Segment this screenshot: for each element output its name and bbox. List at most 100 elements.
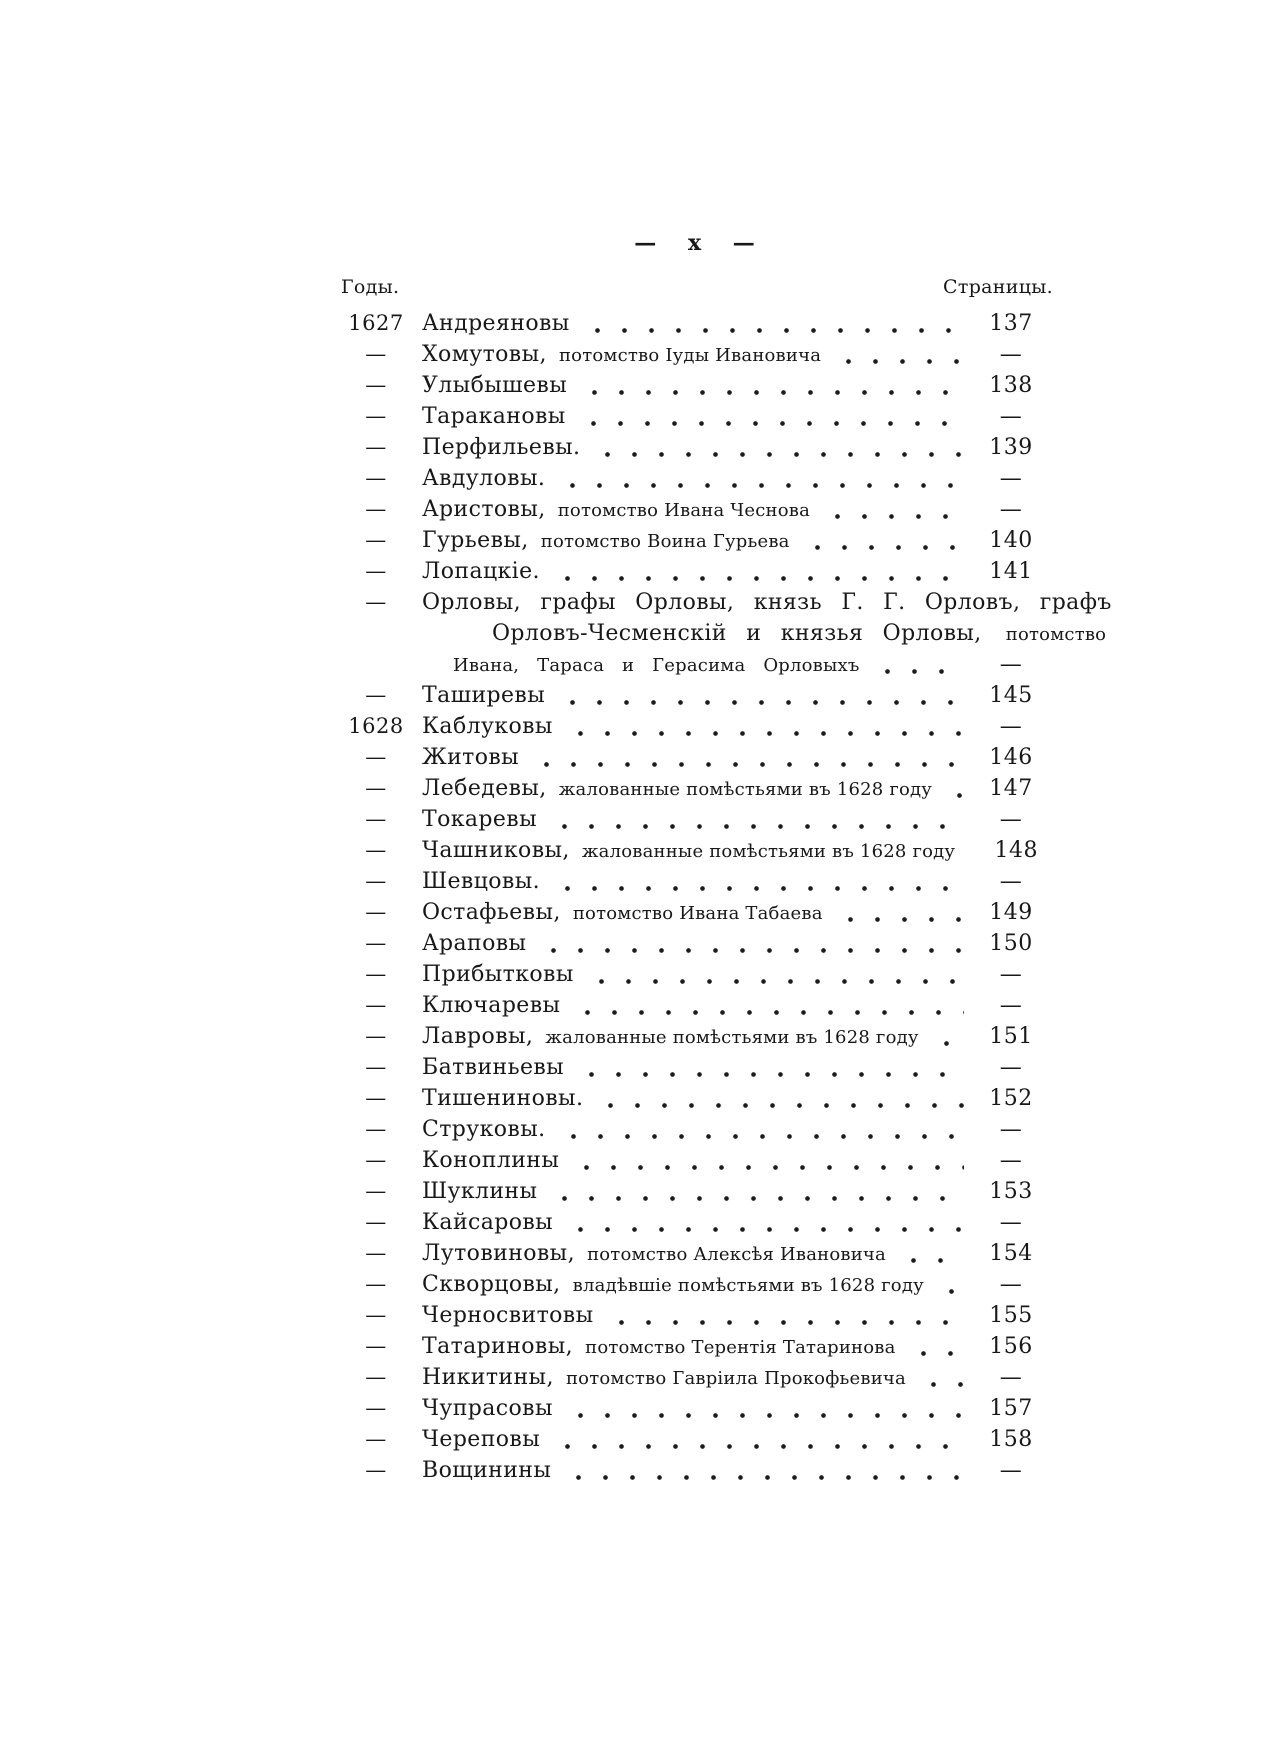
dot-leader	[540, 947, 964, 954]
toc-entry-name: Таширевы	[422, 683, 546, 708]
page-number-heading: — x —	[634, 230, 756, 256]
toc-page-number: 156	[989, 1334, 1033, 1359]
dot-leader	[835, 358, 964, 365]
toc-row: — Череповы 158	[340, 1427, 1052, 1458]
toc-entry-name: Татариновы,	[422, 1334, 574, 1359]
toc-page-number: —	[999, 652, 1023, 677]
toc-row: — Кайсаровы —	[340, 1210, 1052, 1241]
toc-page-number: —	[999, 807, 1023, 832]
toc-year: —	[365, 1024, 387, 1048]
toc-row: — Остафьевы, потомство Ивана Табаева 149	[340, 900, 1052, 931]
toc-row: Ивана, Тараса и Герасима Орловыхъ —	[340, 652, 1052, 683]
toc-row: — Житовы 146	[340, 745, 1052, 776]
toc-entry-name: Вощинины	[422, 1458, 552, 1483]
toc-page-number: 138	[989, 373, 1033, 398]
toc-entry: Батвиньевы	[422, 1055, 564, 1080]
dot-leader	[824, 513, 964, 520]
toc-entry-desc: жалованные помѣстьями въ 1628 году	[558, 779, 933, 800]
dot-leader	[946, 792, 964, 799]
toc-page-number: —	[999, 1272, 1023, 1297]
toc-page-number: 151	[989, 1024, 1033, 1049]
toc-year: —	[365, 435, 387, 459]
toc-entry-name: Житовы	[422, 745, 520, 770]
toc-year: —	[365, 1086, 387, 1110]
dot-leader	[573, 1164, 964, 1171]
toc-entry-name: Батвиньевы	[422, 1055, 565, 1080]
toc-page-number: 145	[989, 683, 1033, 708]
toc-page-number: 140	[989, 528, 1033, 553]
toc-year: —	[365, 559, 387, 583]
toc-year: —	[365, 1458, 387, 1482]
dot-leader	[559, 1133, 964, 1140]
toc-page-number: —	[999, 497, 1023, 522]
dot-leader	[554, 1443, 964, 1450]
toc-year: —	[365, 1241, 387, 1265]
dot-leader	[937, 1288, 964, 1295]
toc-row: — Аристовы, потомство Ивана Чеснова —	[340, 497, 1052, 528]
toc-row: — Лавровы, жалованные помѣстьями въ 1628…	[340, 1024, 1052, 1055]
toc-entry: Никитины, потомство Гавріила Прокофьевич…	[422, 1365, 906, 1390]
years-column-label: Годы.	[341, 276, 400, 298]
toc-row: — Шевцовы. —	[340, 869, 1052, 900]
toc-year: —	[365, 900, 387, 924]
toc-page-number: —	[999, 466, 1023, 491]
toc-entry-desc: потомство Гавріила Прокофьевича	[565, 1368, 906, 1389]
toc-row: — Авдуловы. —	[340, 466, 1052, 497]
column-headers: Годы. Страницы.	[341, 276, 1053, 298]
toc-year: —	[365, 497, 387, 521]
toc-entry-desc: жалованные помѣстьями въ 1628 году	[545, 1027, 919, 1048]
toc-entry: Шевцовы.	[422, 869, 540, 894]
toc-year: —	[365, 869, 387, 893]
toc-entry-name: Чашниковы,	[422, 838, 570, 863]
dot-leader	[607, 1319, 964, 1326]
toc-year: —	[365, 931, 387, 955]
toc-entry-desc: потомство	[1005, 624, 1107, 645]
toc-year: —	[365, 1117, 387, 1141]
toc-entry-name: Араповы	[422, 931, 527, 956]
toc-entry-name: Таракановы	[422, 404, 566, 429]
toc-row: — Чупрасовы 157	[340, 1396, 1052, 1427]
toc-entry: Ивана, Тараса и Герасима Орловыхъ	[453, 655, 860, 676]
toc-row: 1627 Андреяновы 137	[340, 311, 1052, 342]
toc-page-number: —	[999, 1117, 1023, 1142]
toc-entry: Коноплины	[422, 1148, 559, 1173]
dot-leader	[909, 1350, 964, 1357]
toc-entry-name: Тишениновы.	[422, 1086, 584, 1111]
toc-entry: Хомутовы, потомство Іуды Ивановича	[422, 342, 821, 367]
toc-row: — Никитины, потомство Гавріила Прокофьев…	[340, 1365, 1052, 1396]
toc-list: 1627 Андреяновы 137 — Хомутовы, потомств…	[340, 311, 1111, 1489]
toc-year: —	[365, 404, 387, 428]
toc-entry: Кайсаровы	[422, 1210, 553, 1235]
toc-year: —	[365, 776, 387, 800]
toc-entry: Чупрасовы	[422, 1396, 553, 1421]
toc-entry: Таракановы	[422, 404, 566, 429]
toc-row: — Таширевы 145	[340, 683, 1052, 714]
toc-entry: Скворцовы, владѣвшіе помѣстьями въ 1628 …	[422, 1272, 924, 1297]
toc-entry: Струковы.	[422, 1117, 546, 1142]
toc-row: — Прибытковы —	[340, 962, 1052, 993]
dot-leader	[803, 544, 964, 551]
toc-page-number: —	[999, 869, 1023, 894]
toc-row: — Татариновы, потомство Терентія Татарин…	[340, 1334, 1052, 1365]
toc-row: — Лебедевы, жалованные помѣстьями въ 162…	[340, 776, 1052, 807]
toc-page-number: —	[999, 342, 1023, 367]
toc-year: —	[365, 1365, 387, 1389]
toc-page-number: 155	[989, 1303, 1033, 1328]
toc-entry-name: Никитины,	[422, 1365, 554, 1390]
toc-year: —	[365, 1148, 387, 1172]
toc-entry-desc: потомство Ивана Табаева	[572, 903, 823, 924]
toc-entry: Шуклины	[422, 1179, 537, 1204]
toc-entry-name: Струковы.	[422, 1117, 546, 1142]
toc-entry-desc: потомство Іуды Ивановича	[558, 345, 822, 366]
toc-entry-name: Лопацкіе.	[422, 559, 540, 584]
toc-year: —	[365, 590, 387, 614]
toc-entry: Прибытковы	[422, 962, 574, 987]
toc-entry-name: Скворцовы,	[422, 1272, 561, 1297]
toc-page-number: —	[999, 993, 1023, 1018]
dot-leader	[594, 451, 964, 458]
toc-entry: Токаревы	[422, 807, 537, 832]
dot-leader	[554, 885, 964, 892]
toc-entry: Череповы	[422, 1427, 540, 1452]
toc-entry-desc: жалованные помѣстьями въ 1628 году	[581, 841, 956, 862]
toc-page-number: 141	[989, 559, 1033, 584]
